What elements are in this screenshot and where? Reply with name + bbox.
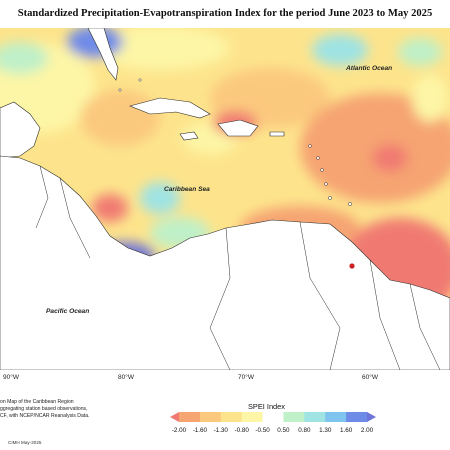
border <box>369 259 401 370</box>
map-title: Standardized Precipitation-Evapotranspir… <box>17 8 433 19</box>
longitude-tick-60w: 60°W <box>362 374 378 381</box>
spei-anomaly-field <box>0 28 450 318</box>
legend-swatch <box>346 412 368 422</box>
legend-label: 1.60 <box>339 427 353 434</box>
legend-colorbar <box>170 412 376 422</box>
legend-label: 1.30 <box>319 427 332 434</box>
legend-title: SPEI Index <box>248 402 285 411</box>
legend-label: 0.50 <box>277 427 290 434</box>
legend-swatch <box>170 412 179 422</box>
spei-wet-atlantic <box>312 34 368 66</box>
legend-label: -2.00 <box>171 427 187 434</box>
footnote-line: ggregating station based observations, <box>0 406 88 412</box>
legend-label: -1.30 <box>213 427 228 434</box>
pacific-ocean-label: Pacific Ocean <box>46 308 90 315</box>
border <box>209 227 231 370</box>
spei-map: Atlantic Ocean Caribbean Sea Pacific Oce… <box>0 28 450 370</box>
land-jamaica <box>179 131 199 141</box>
island <box>316 156 320 160</box>
longitude-tick-70w: 70°W <box>238 374 254 381</box>
land-hispaniola <box>217 119 259 137</box>
country-borders <box>35 165 441 370</box>
longitude-tick-90w: 90°W <box>3 374 19 381</box>
legend-swatch <box>304 412 326 422</box>
island <box>324 182 328 186</box>
spei-dry-atlantic <box>300 93 450 203</box>
spei-near-normal-east <box>412 74 448 122</box>
spei-wet-ne <box>398 38 442 66</box>
border <box>35 165 49 229</box>
spei-wet-nw <box>0 42 48 74</box>
land-puerto-rico <box>269 131 285 137</box>
legend-swatch <box>262 412 284 422</box>
island <box>138 78 142 82</box>
island <box>308 144 312 148</box>
legend-swatch <box>283 412 305 422</box>
legend-swatch <box>241 412 263 422</box>
small-islands <box>118 78 352 206</box>
legend-label: -0.50 <box>255 427 270 434</box>
island <box>348 202 352 206</box>
land-florida <box>87 28 119 81</box>
border <box>299 221 341 370</box>
land-masses <box>0 28 450 370</box>
land-cuba <box>129 97 211 119</box>
legend-swatch <box>367 412 376 422</box>
legend-swatch <box>179 412 201 422</box>
spei-near-normal-north <box>90 28 230 70</box>
island <box>320 168 324 172</box>
map-footnote: on Map of the Caribbean Region ggregatin… <box>0 399 89 420</box>
legend-swatch <box>220 412 243 422</box>
border <box>409 283 441 370</box>
footnote-line: CF, with NCEP/NCAR Reanalysis Data. <box>0 413 90 419</box>
border <box>59 177 91 259</box>
legend-label: -0.80 <box>234 427 249 434</box>
legend-label: -1.60 <box>192 427 208 434</box>
legend-label: 2.00 <box>360 427 374 434</box>
legend-swatch <box>199 412 222 422</box>
spei-very-dry-central <box>92 194 128 222</box>
spei-wet-central <box>140 182 180 214</box>
legend-swatch <box>325 412 347 422</box>
island-trinidad <box>349 263 355 269</box>
legend-label: 0.80 <box>298 427 311 434</box>
atlantic-ocean-label: Atlantic Ocean <box>346 65 393 72</box>
legend-labels: -2.00 -1.60 -1.30 -0.80 -0.50 0.50 0.80 1.30 1.6… <box>170 427 376 435</box>
longitude-tick-80w: 80°W <box>118 374 134 381</box>
footnote-line: on Map of the Caribbean Region <box>0 399 74 405</box>
spei-map-svg <box>0 28 450 370</box>
island <box>328 196 332 200</box>
caribbean-sea-label: Caribbean Sea <box>164 186 210 193</box>
spei-very-dry-east <box>372 144 408 172</box>
land-mainland <box>0 155 450 370</box>
map-credit: CIMH May-2025 <box>8 440 42 445</box>
spei-moderately-dry-gulf <box>80 90 160 146</box>
island <box>118 88 122 92</box>
